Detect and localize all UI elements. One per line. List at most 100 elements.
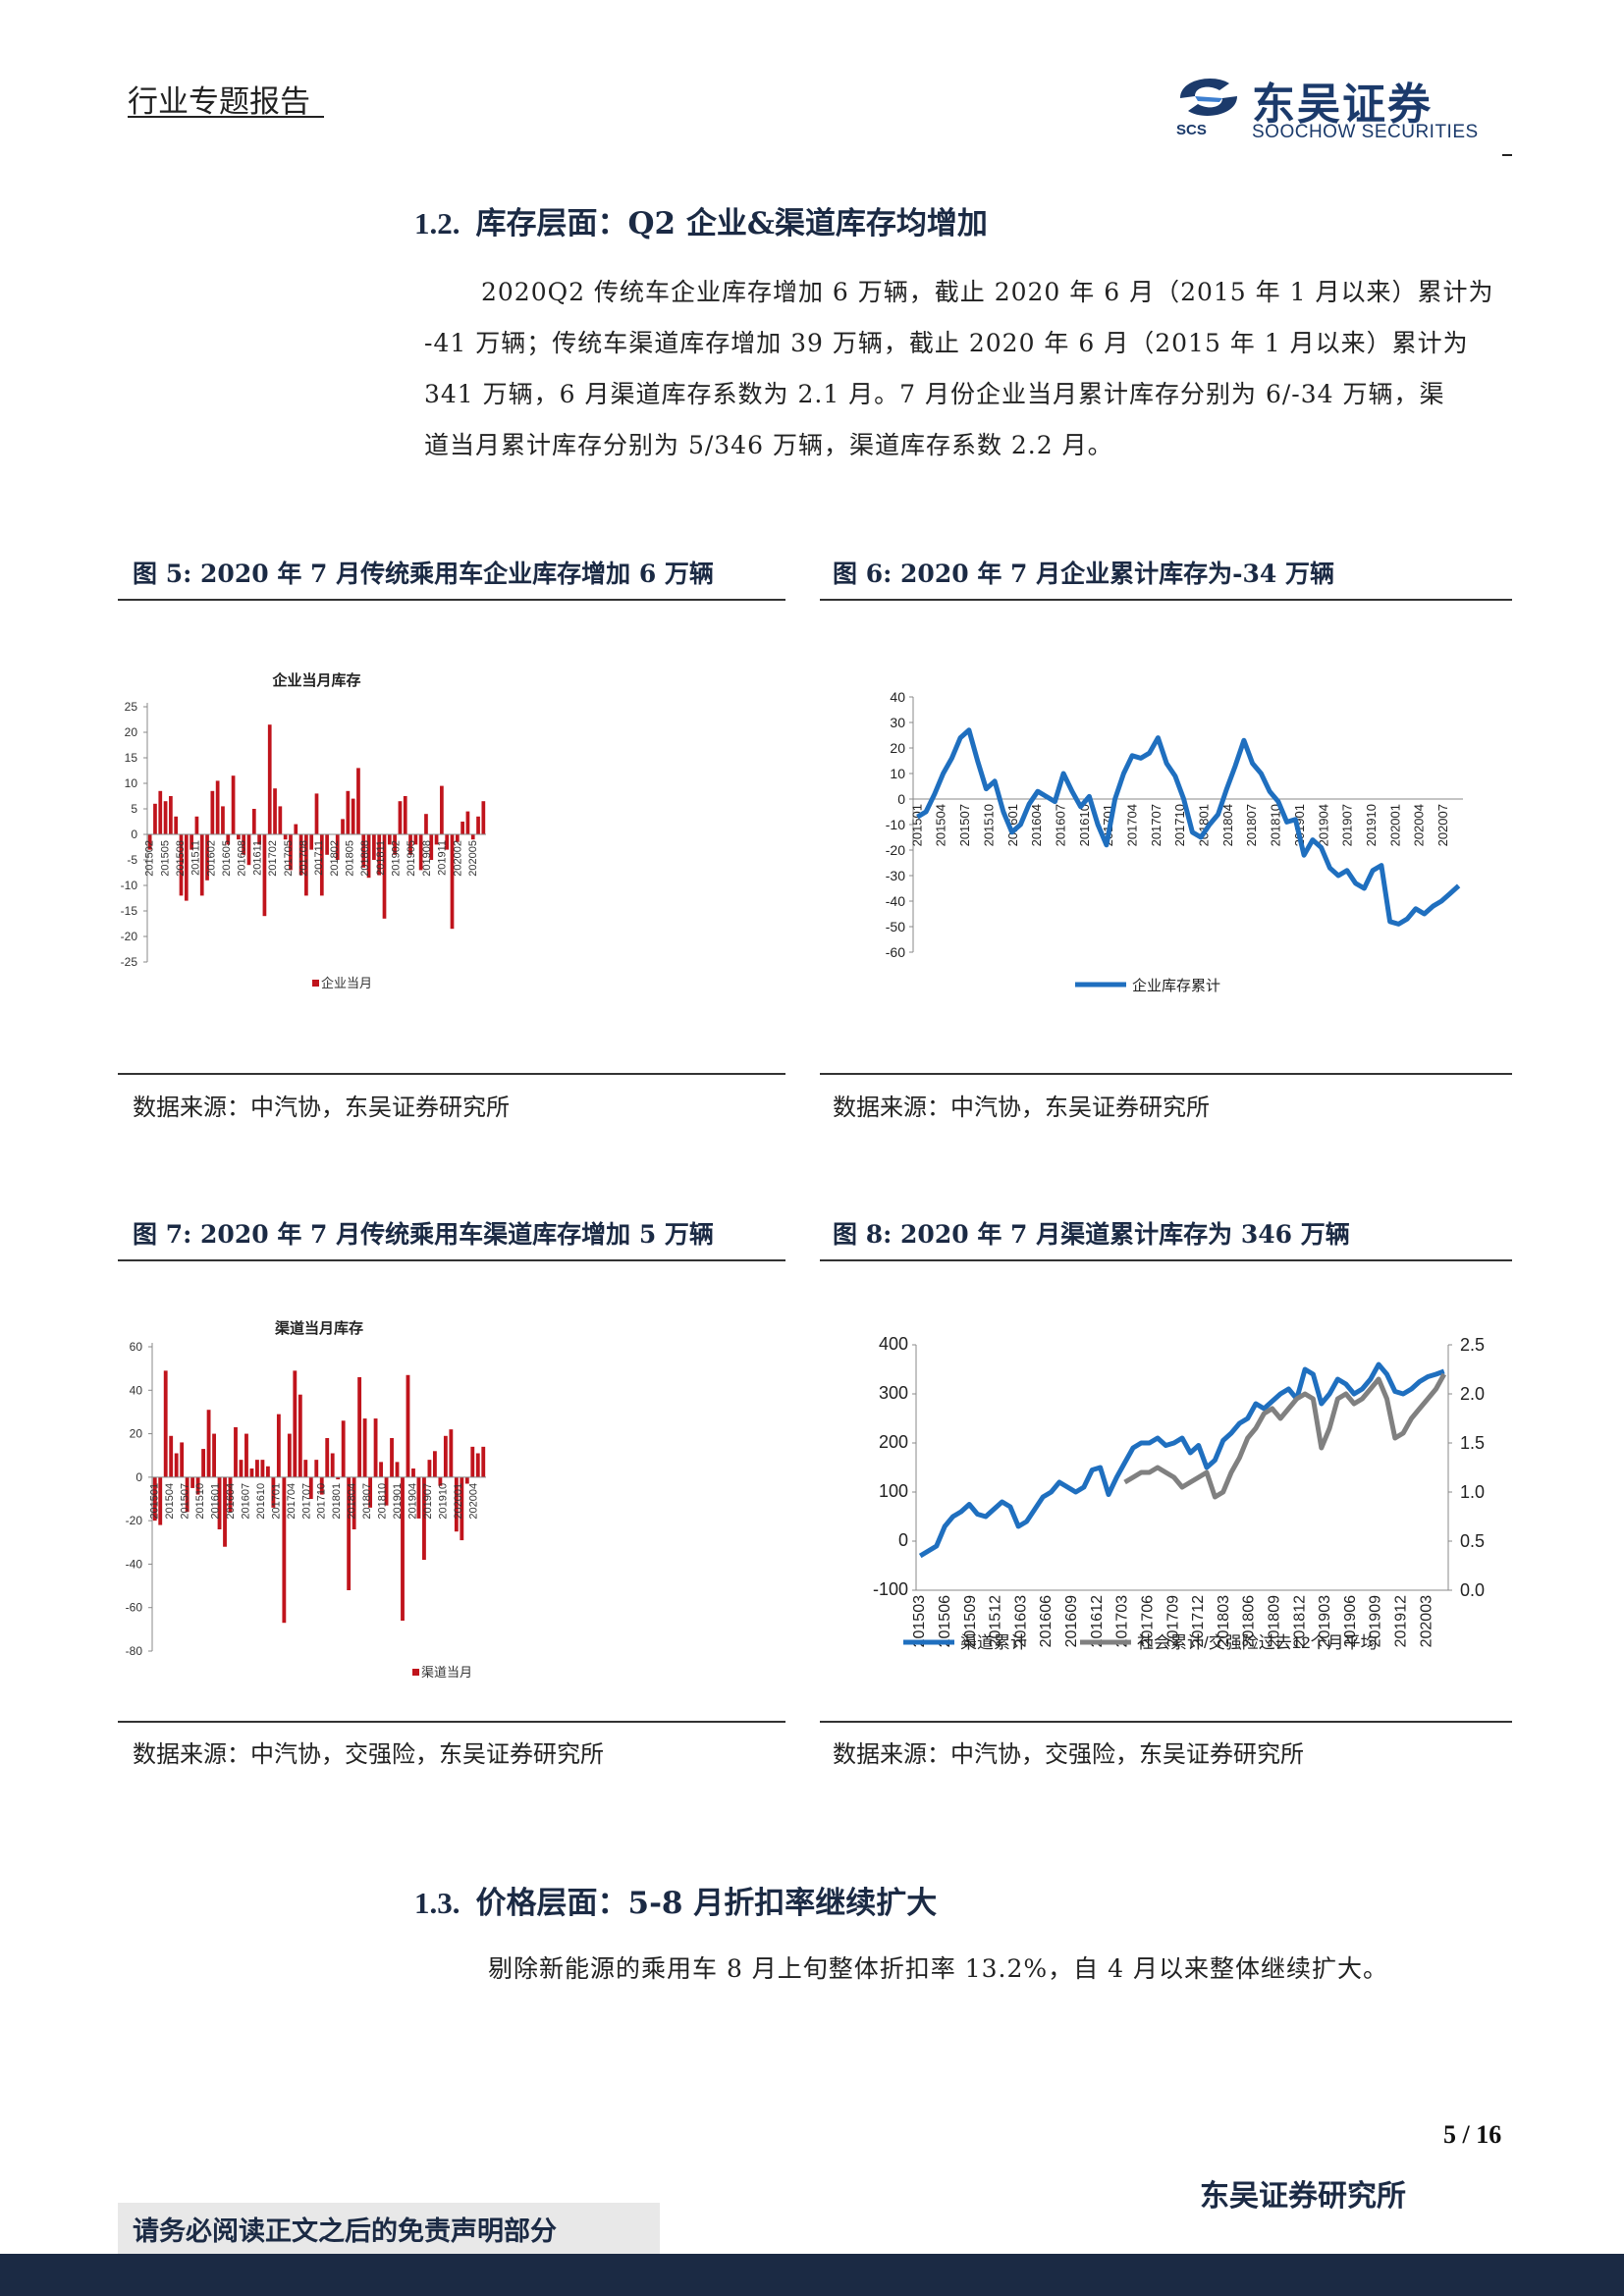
section-heading-1-2: 1.2. 库存层面：Q2 企业&渠道库存均增加 [414, 198, 988, 242]
y-tick-label: -25 [121, 955, 138, 969]
bar [401, 1476, 405, 1621]
y-tick-label: -10 [121, 879, 138, 892]
bar [377, 834, 382, 876]
y-tick-label: 100 [879, 1481, 908, 1501]
logo-english-name: SOOCHOW SECURITIES [1252, 122, 1479, 142]
figure-6-source: 数据来源：中汽协，东吴证券研究所 [833, 1094, 1210, 1121]
section-title: 价格层面：5-8 月折扣率继续扩大 [475, 1886, 938, 1921]
x-tick-label: 201501 [909, 804, 924, 846]
bar [387, 834, 392, 845]
bar [294, 824, 298, 834]
x-tick-label: 201812 [1291, 1595, 1308, 1647]
bar [440, 785, 444, 834]
bar [454, 1476, 459, 1532]
legend-label: 渠道累计 [960, 1633, 1027, 1652]
legend-label: 企业库存累计 [1132, 977, 1220, 994]
bar [217, 1476, 222, 1529]
x-tick-label: 201805 [345, 840, 356, 877]
figure-7-bottom-rule [118, 1721, 785, 1723]
bar [449, 1429, 454, 1477]
x-tick-label: 202002 [452, 840, 463, 877]
bar [460, 822, 464, 834]
x-tick-label: 201906 [1342, 1595, 1359, 1647]
legend-label: 渠道当月 [421, 1665, 472, 1680]
bar [237, 834, 241, 840]
x-tick-label: 201903 [1317, 1595, 1333, 1647]
bar [411, 1468, 415, 1477]
bar [262, 834, 267, 917]
figure-8-bottom-rule [820, 1721, 1512, 1723]
bar [287, 1433, 292, 1477]
x-tick-label: 201908 [421, 840, 433, 877]
bar [260, 1460, 265, 1477]
x-tick-label: 201701 [270, 1483, 282, 1520]
bar [206, 1410, 211, 1477]
bar [309, 834, 314, 850]
bar [325, 1438, 330, 1477]
y2-tick-label: 1.5 [1460, 1433, 1485, 1453]
legend-label: 社会累计/交强险过去12个月平均 [1137, 1633, 1378, 1652]
figure-7-title: 图 7: 2020 年 7 月传统乘用车渠道库存增加 5 万辆 [133, 1220, 714, 1249]
legend-swatch [412, 1669, 419, 1676]
bar [180, 1442, 185, 1477]
y-tick-label: 300 [879, 1383, 908, 1403]
x-tick-label: 201907 [422, 1483, 434, 1520]
x-tick-label: 201801 [331, 1483, 343, 1520]
disclaimer-banner [118, 2203, 660, 2254]
bar [293, 1370, 298, 1477]
x-tick-label: 201710 [1172, 804, 1187, 846]
x-tick-label: 201806 [1241, 1595, 1258, 1647]
y-tick-label: 30 [890, 715, 905, 730]
x-tick-label: 202004 [467, 1483, 479, 1520]
bar [190, 1476, 195, 1488]
bar [210, 790, 215, 834]
y2-tick-label: 2.5 [1460, 1335, 1485, 1355]
bar [443, 1435, 448, 1477]
y-tick-label: 20 [130, 1427, 143, 1441]
bar [406, 1374, 410, 1477]
bar [319, 1476, 324, 1495]
x-tick-label: 201710 [316, 1483, 328, 1520]
y-tick-label: -100 [873, 1579, 908, 1599]
y-tick-label: 60 [130, 1340, 143, 1354]
section-number: 1.2. [414, 206, 460, 240]
bar [226, 834, 231, 845]
bar [432, 1451, 437, 1477]
bar [169, 796, 173, 834]
logo-abbr: SCS [1176, 122, 1207, 138]
bar [445, 834, 450, 850]
x-tick-label: 201802 [329, 840, 341, 877]
bar [303, 1460, 308, 1477]
x-tick-label: 201807 [1244, 804, 1259, 846]
bar [257, 834, 261, 845]
bar [429, 834, 434, 860]
legend-swatch [312, 980, 319, 987]
bar [393, 834, 397, 855]
x-tick-label: 201611 [251, 840, 263, 876]
bar [481, 1446, 486, 1477]
figure-6-bottom-rule [820, 1073, 1512, 1075]
y-tick-label: 400 [879, 1334, 908, 1354]
bar [361, 834, 366, 868]
bar [251, 809, 256, 834]
figure-7-source: 数据来源：中汽协，交强险，东吴证券研究所 [133, 1740, 604, 1768]
series-line [918, 1362, 1445, 1559]
bar [476, 816, 480, 834]
company-logo [1170, 69, 1247, 126]
x-tick-label: 201804 [347, 1483, 358, 1520]
section-heading-1-3: 1.3. 价格层面：5-8 月折扣率继续扩大 [414, 1878, 937, 1922]
bar [346, 790, 351, 834]
paragraph-line-1: 2020Q2 传统车企业库存增加 6 万辆，截止 2020 年 6 月（2015… [481, 278, 1494, 306]
x-tick-label: 201803 [1216, 1595, 1232, 1647]
bar [403, 796, 407, 834]
bar [255, 1460, 259, 1477]
y-tick-label: 40 [130, 1383, 143, 1397]
bar [481, 801, 486, 834]
x-tick-label: 201704 [1125, 804, 1140, 846]
bar [470, 1446, 475, 1477]
figure-5-top-rule [118, 599, 785, 601]
x-tick-label: 201504 [934, 804, 948, 846]
x-tick-label: 201904 [406, 1483, 418, 1520]
section-title: 库存层面：Q2 企业&渠道库存均增加 [475, 206, 988, 241]
